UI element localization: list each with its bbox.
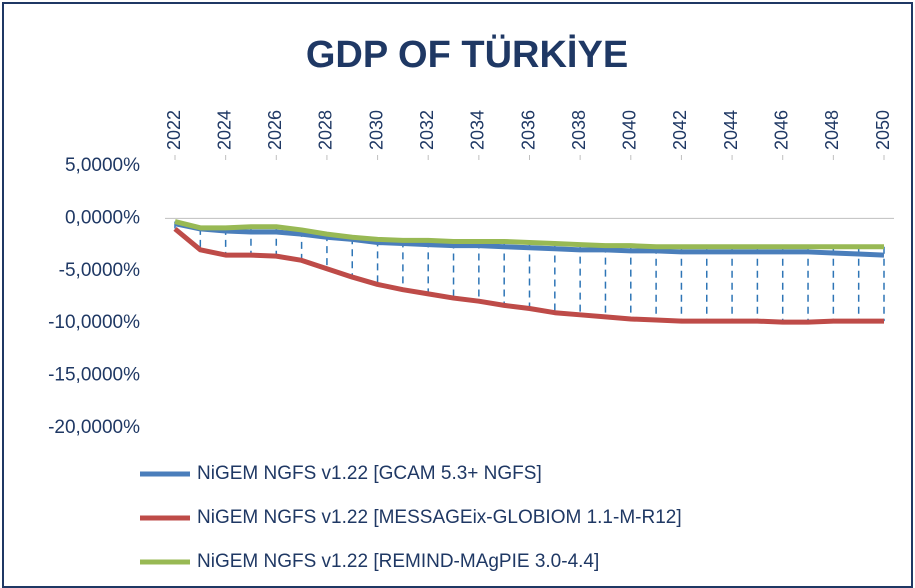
legend-label: NiGEM NGFS v1.22 [REMIND-MAgPIE 3.0-4.4] [197,551,599,572]
chart-title: GDP OF TÜRKİYE [306,33,628,76]
y-tick-label: -10,0000% [48,312,140,333]
x-tick-label: 2026 [265,110,285,150]
series-line [174,221,885,258]
x-tick-label: 2044 [721,110,741,150]
series-line [173,226,884,325]
legend-label: NiGEM NGFS v1.22 [MESSAGEix-GLOBIOM 1.1-… [197,507,682,528]
y-tick-label: 0,0000% [65,207,140,228]
x-tick-label: 2050 [873,110,893,150]
x-tick-label: 2036 [518,110,538,150]
y-tick-label: -15,0000% [48,365,140,386]
x-tick-label: 2022 [164,110,184,150]
y-tick-label: -20,0000% [48,417,140,438]
x-tick-label: 2028 [316,110,336,150]
x-tick-label: 2038 [569,110,589,150]
x-tick-label: 2030 [366,110,386,150]
x-tick-label: 2034 [468,110,488,150]
x-tick-label: 2048 [822,110,842,150]
y-tick-label: 5,0000% [65,155,140,176]
legend-label: NiGEM NGFS v1.22 [GCAM 5.3+ NGFS] [197,463,542,484]
series-line [174,219,884,250]
x-tick-label: 2040 [620,110,640,150]
x-tick-label: 2042 [670,110,690,150]
y-tick-label: -5,0000% [59,260,140,281]
x-tick-label: 2046 [771,110,791,150]
x-tick-label: 2032 [417,110,437,150]
x-tick-label: 2024 [214,110,234,150]
